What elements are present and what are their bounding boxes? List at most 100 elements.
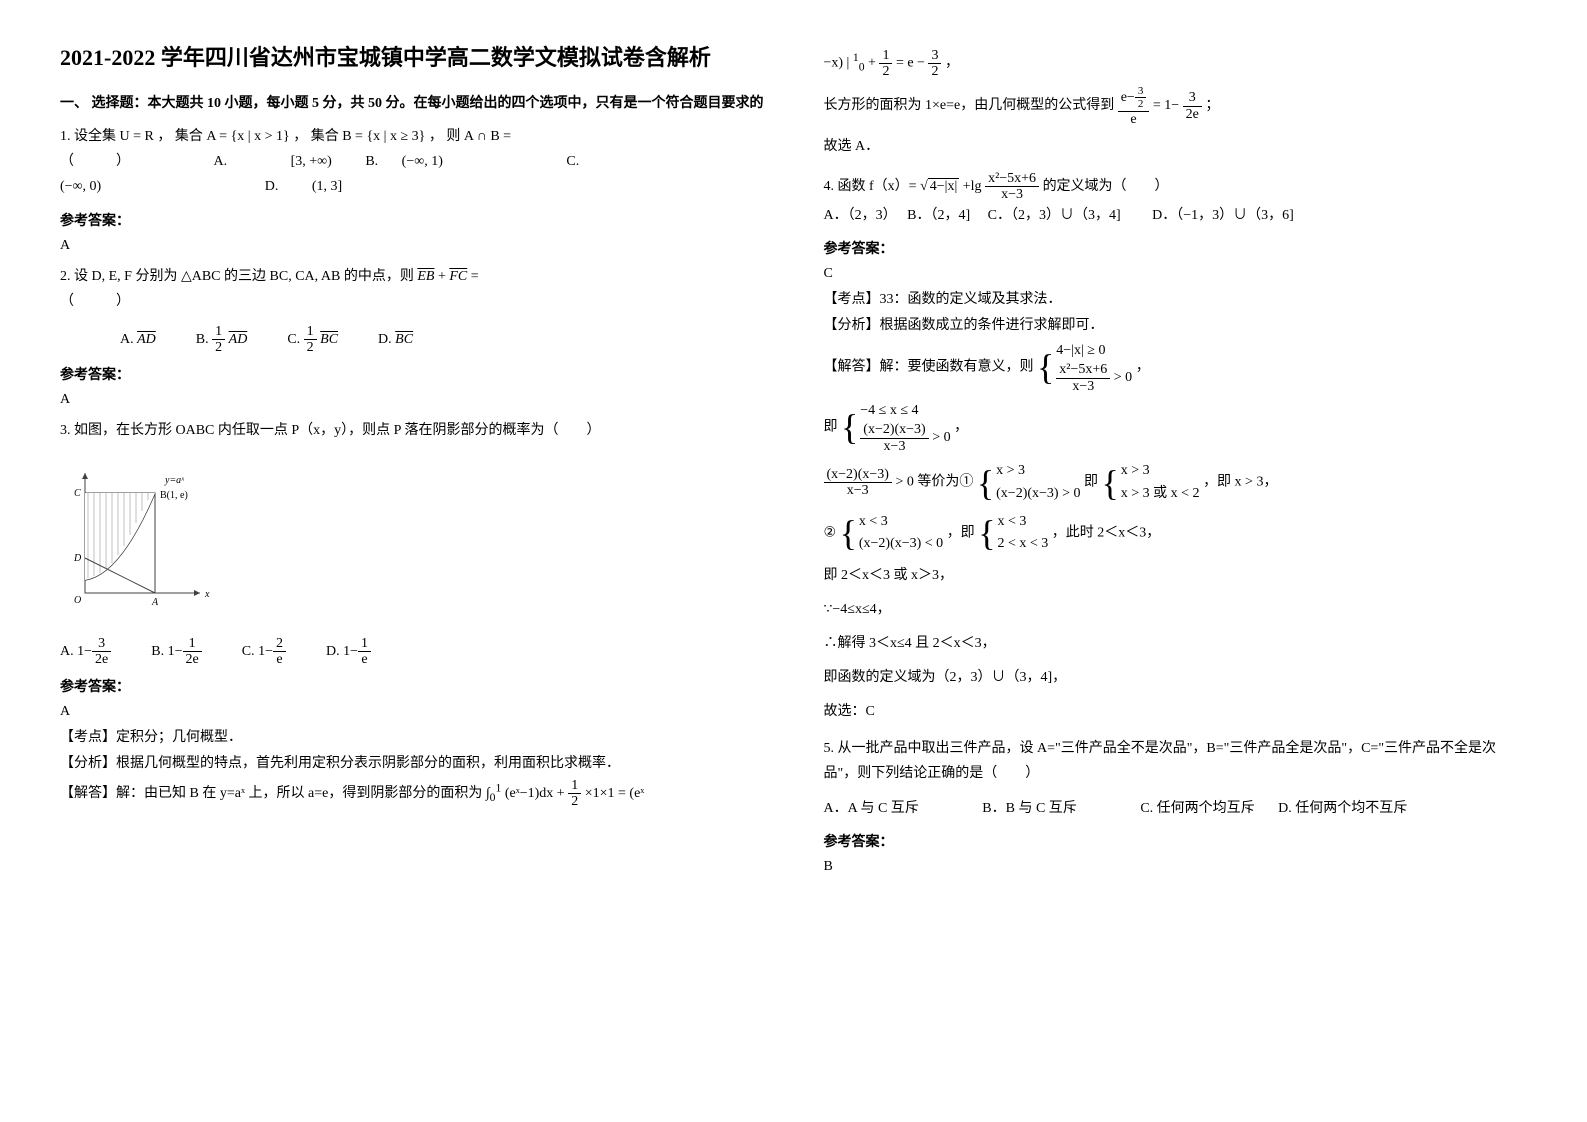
- q1-opt-b-label: B.: [365, 154, 378, 169]
- q4-stem-b: +lg: [963, 179, 982, 194]
- q3-int-den: 2: [568, 794, 581, 809]
- q3-opta-num: 3: [92, 636, 111, 652]
- q3-sol-a: 解：由已知 B 在 y=aˣ 上，所以 a=e，得到阴影部分的面积为: [116, 786, 482, 801]
- q4-b2-l2-num: (x−2)(x−3): [860, 422, 928, 438]
- q4-lg-den: x−3: [985, 187, 1039, 202]
- q4-b3-l2: (x−2)(x−3) > 0: [996, 483, 1080, 505]
- q4-sqrt: 4−|x|: [928, 178, 960, 194]
- q3-opt-d-pre: 1−: [343, 644, 358, 659]
- q3-ana: 根据几何概型的特点，首先利用定积分表示阴影部分的面积，利用面积比求概率．: [116, 756, 620, 771]
- q1-opt-c-val: (−∞, 0): [60, 179, 101, 194]
- q4-b5-l2: (x−2)(x−3) < 0: [859, 533, 943, 555]
- q2-sides: BC, CA, AB: [270, 269, 341, 284]
- q4-b2-l2-den: x−3: [860, 439, 928, 454]
- q3-l2-a: −x) |: [824, 56, 850, 71]
- q1-u: U = R: [120, 129, 154, 144]
- section-header: 一、 选择题：本大题共 10 小题，每小题 5 分，共 50 分。在每小题给出的…: [60, 92, 764, 112]
- q4-exp-topic: 33：函数的定义域及其求法．: [880, 292, 1062, 307]
- q3-area-end: ；: [1205, 98, 1219, 113]
- q3-area-den: e: [1118, 112, 1150, 127]
- q3-solution: 【解答】解：由已知 B 在 y=aˣ 上，所以 a=e，得到阴影部分的面积为 ∫…: [60, 778, 764, 810]
- answer-label-5: 参考答案：: [824, 831, 1528, 851]
- q2-opt-d-label: D.: [378, 332, 392, 347]
- q3-int-tail: ×1×1: [585, 786, 615, 801]
- q4-analysis: 【分析】根据函数成立的条件进行求解即可．: [824, 314, 1528, 334]
- q3-l2-c: = e −: [896, 56, 925, 71]
- q3-opt-b-pre: 1−: [168, 644, 183, 659]
- q4-s4-pre: ②: [824, 526, 837, 541]
- q1-opt-c-label: C.: [566, 154, 579, 169]
- q1-a: A = {x | x > 1}: [206, 129, 289, 144]
- q4-stem-a: 4. 函数 f（x）=: [824, 179, 917, 194]
- q3-int-num: 1: [568, 778, 581, 794]
- question-4: 4. 函数 f（x）= √4−|x| +lg x²−5x+6x−3 的定义域为（…: [824, 171, 1528, 228]
- q3-l2-num: 1: [879, 48, 892, 64]
- q4-stem-c: 的定义域为（ ）: [1043, 179, 1169, 194]
- q5-opt-a: A．A 与 C 互斥: [824, 801, 919, 816]
- q5-opt-b: B．B 与 C 互斥: [982, 801, 1077, 816]
- q1-stem-a: 1. 设全集: [60, 129, 116, 144]
- q4-b2-l2-tail: > 0: [929, 431, 951, 446]
- q3-opt-d-label: D.: [326, 644, 340, 659]
- q3-answer: A: [60, 704, 764, 720]
- q3-optc-den: e: [273, 652, 286, 667]
- q5-opt-c: C. 任何两个均互斥: [1140, 801, 1254, 816]
- q1-opt-b-val: (−∞, 1): [402, 154, 443, 169]
- q3-area-rden: 2e: [1183, 107, 1202, 122]
- q3-analysis: 【分析】根据几何概型的特点，首先利用定积分表示阴影部分的面积，利用面积比求概率．: [60, 752, 764, 772]
- q2-opt-c-val: BC: [320, 332, 338, 347]
- question-3: 3. 如图，在长方形 OABC 内任取一点 P（x，y），则点 P 落在阴影部分…: [60, 418, 764, 443]
- question-1: 1. 设全集 U = R ， 集合 A = {x | x > 1} ， 集合 B…: [60, 124, 764, 200]
- q2-tri: △ABC: [181, 269, 221, 284]
- q3-ana-label: 【分析】: [60, 756, 116, 771]
- diagram-label-o: O: [74, 595, 81, 606]
- q3-eq-a: = (eˣ: [618, 786, 644, 801]
- q2-opt-d-val: BC: [395, 332, 413, 347]
- diagram-label-curve: y=aˣ: [164, 475, 185, 486]
- q2-opt-a-label: A.: [120, 332, 134, 347]
- q1-stem-d: ， 则 A ∩ B =: [429, 129, 511, 144]
- q4-s3-mid: 即: [1084, 475, 1098, 490]
- q3-opta-den: 2e: [92, 652, 111, 667]
- q2-plus: +: [438, 269, 449, 284]
- q3-area-rnum: 3: [1183, 90, 1202, 106]
- q4-sol-line1: 【解答】解：要使函数有意义，则 { 4−|x| ≥ 0 x²−5x+6x−3 >…: [824, 340, 1528, 394]
- q3-optb-den: 2e: [183, 652, 202, 667]
- q4-step7: ∴解得 3＜x≤4 且 2＜x＜3，: [824, 630, 1528, 658]
- q2-opt-b-val: AD: [229, 332, 248, 347]
- q4-b1-l2-den: x−3: [1056, 379, 1110, 394]
- q4-b2-l1: −4 ≤ x ≤ 4: [860, 400, 950, 422]
- q4-opt-c: C．（2，3）∪（3，4]: [988, 208, 1121, 223]
- q2-optc-den: 2: [304, 340, 317, 355]
- q3-area-num: e−: [1121, 90, 1135, 105]
- q4-tail1: ，: [1136, 359, 1150, 374]
- q4-s4-end: ，此时 2＜x＜3，: [1052, 526, 1161, 541]
- q3-int-up: 1: [496, 781, 502, 794]
- q4-topic-line: 【考点】33：函数的定义域及其求法．: [824, 288, 1528, 308]
- q5-options: A．A 与 C 互斥 B．B 与 C 互斥 C. 任何两个均互斥 D. 任何两个…: [824, 796, 1528, 821]
- q4-b6-l2: 2 < x < 3: [997, 533, 1048, 555]
- q4-ana-label: 【分析】: [824, 318, 880, 333]
- q3-topic: 【考点】定积分；几何概型．: [60, 726, 764, 746]
- q4-step6: ∵−4≤x≤4，: [824, 596, 1528, 624]
- right-column: −x) | 10 + 12 = e − 32 ， 长方形的面积为 1×e=e，由…: [824, 40, 1528, 881]
- q4-s4-mid: ，即: [947, 526, 975, 541]
- q3-continuation-1: −x) | 10 + 12 = e − 32 ，: [824, 46, 1528, 79]
- diagram-label-c: C: [74, 488, 81, 499]
- q3-opt-c-label: C.: [242, 644, 255, 659]
- q2-opt-a-val: AD: [137, 332, 156, 347]
- q4-b3-l1: x > 3: [996, 460, 1080, 482]
- q4-sol-a: 解：要使函数有意义，则: [880, 359, 1034, 374]
- q4-step2: 即 { −4 ≤ x ≤ 4 (x−2)(x−3)x−3 > 0 ，: [824, 400, 1528, 454]
- q2-eb: EB: [417, 269, 434, 284]
- q1-stem-b: ， 集合: [157, 129, 203, 144]
- diagram-label-x: x: [204, 589, 210, 600]
- left-column: 2021-2022 学年四川省达州市宝城镇中学高二数学文模拟试卷含解析 一、 选…: [60, 40, 764, 881]
- question-2: 2. 设 D, E, F 分别为 △ABC 的三边 BC, CA, AB 的中点…: [60, 264, 764, 314]
- q2-stem-b: 分别为: [135, 269, 177, 284]
- q3-area-eq: = 1−: [1153, 98, 1179, 113]
- q4-ana: 根据函数成立的条件进行求解即可．: [880, 318, 1104, 333]
- q2-stem-c: 的三边: [224, 269, 266, 284]
- q3-optb-num: 1: [183, 636, 202, 652]
- q4-s3-end: ，即 x > 3，: [1203, 475, 1277, 490]
